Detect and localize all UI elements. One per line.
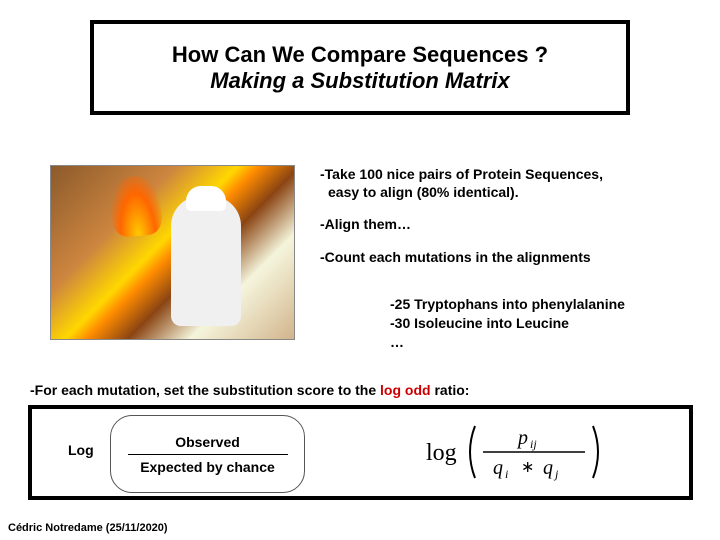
for-each-prefix: -For each mutation, set the substitution… bbox=[30, 382, 380, 398]
title-box: How Can We Compare Sequences ? Making a … bbox=[90, 20, 630, 115]
chef-hat bbox=[186, 186, 226, 211]
log-odd-highlight: log odd bbox=[380, 382, 431, 398]
bullet-3: -Count each mutations in the alignments bbox=[320, 248, 710, 266]
bullet-1-line1: -Take 100 nice pairs of Protein Sequence… bbox=[320, 165, 710, 183]
formula-p: p bbox=[516, 427, 528, 449]
footer-credit: Cédric Notredame (25/11/2020) bbox=[8, 522, 168, 534]
paren-left bbox=[470, 426, 475, 478]
log-label: Log bbox=[68, 442, 94, 458]
formula-ij: ij bbox=[530, 437, 537, 451]
formula-image: log p ij q i ∗ q j bbox=[418, 418, 618, 486]
formula-qj: q bbox=[543, 457, 553, 479]
chef-image bbox=[50, 165, 295, 340]
fraction-denominator: Expected by chance bbox=[140, 455, 275, 475]
for-each-suffix: ratio: bbox=[431, 382, 470, 398]
fraction-box: Observed Expected by chance bbox=[110, 415, 305, 493]
sub-bullet-1: -25 Tryptophans into phenylalanine bbox=[390, 295, 710, 314]
bullet-2: -Align them… bbox=[320, 215, 710, 233]
formula-star: ∗ bbox=[521, 459, 534, 476]
for-each-line: -For each mutation, set the substitution… bbox=[30, 382, 469, 398]
paren-right bbox=[593, 426, 598, 478]
sub-bullet-3: … bbox=[390, 333, 710, 352]
formula-svg: log p ij q i ∗ q j bbox=[423, 420, 613, 484]
bullet-list: -Take 100 nice pairs of Protein Sequence… bbox=[320, 165, 710, 280]
title-line1: How Can We Compare Sequences ? bbox=[172, 42, 548, 68]
formula-i: i bbox=[505, 467, 508, 481]
flame-graphic bbox=[108, 174, 163, 238]
bullet-1-line2: easy to align (80% identical). bbox=[320, 183, 710, 201]
sub-bullet-list: -25 Tryptophans into phenylalanine -30 I… bbox=[390, 295, 710, 352]
bullet-1: -Take 100 nice pairs of Protein Sequence… bbox=[320, 165, 710, 201]
fraction-numerator: Observed bbox=[175, 434, 240, 454]
title-line2: Making a Substitution Matrix bbox=[210, 68, 509, 94]
formula-log: log bbox=[426, 440, 457, 466]
formula-j: j bbox=[553, 467, 559, 481]
sub-bullet-2: -30 Isoleucine into Leucine bbox=[390, 314, 710, 333]
formula-qi: q bbox=[493, 457, 503, 479]
chef-figure bbox=[171, 196, 241, 326]
